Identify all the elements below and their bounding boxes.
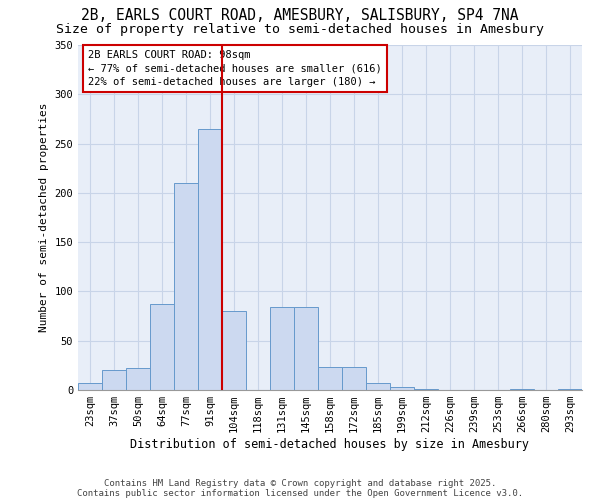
Bar	[126, 368, 150, 390]
Bar	[510, 389, 534, 390]
Bar	[342, 368, 366, 390]
Bar	[78, 383, 102, 390]
Bar	[222, 311, 246, 390]
Bar	[102, 370, 126, 390]
Bar	[558, 389, 582, 390]
Bar	[174, 183, 198, 390]
Bar	[366, 383, 390, 390]
Text: 2B EARLS COURT ROAD: 98sqm
← 77% of semi-detached houses are smaller (616)
22% o: 2B EARLS COURT ROAD: 98sqm ← 77% of semi…	[88, 50, 382, 86]
Text: Size of property relative to semi-detached houses in Amesbury: Size of property relative to semi-detach…	[56, 22, 544, 36]
X-axis label: Distribution of semi-detached houses by size in Amesbury: Distribution of semi-detached houses by …	[131, 438, 530, 451]
Bar	[270, 307, 294, 390]
Text: Contains HM Land Registry data © Crown copyright and database right 2025.: Contains HM Land Registry data © Crown c…	[104, 478, 496, 488]
Y-axis label: Number of semi-detached properties: Number of semi-detached properties	[39, 103, 49, 332]
Bar	[198, 129, 222, 390]
Text: Contains public sector information licensed under the Open Government Licence v3: Contains public sector information licen…	[77, 488, 523, 498]
Bar	[294, 307, 318, 390]
Bar	[414, 389, 438, 390]
Text: 2B, EARLS COURT ROAD, AMESBURY, SALISBURY, SP4 7NA: 2B, EARLS COURT ROAD, AMESBURY, SALISBUR…	[81, 8, 519, 22]
Bar	[390, 387, 414, 390]
Bar	[150, 304, 174, 390]
Bar	[318, 368, 342, 390]
